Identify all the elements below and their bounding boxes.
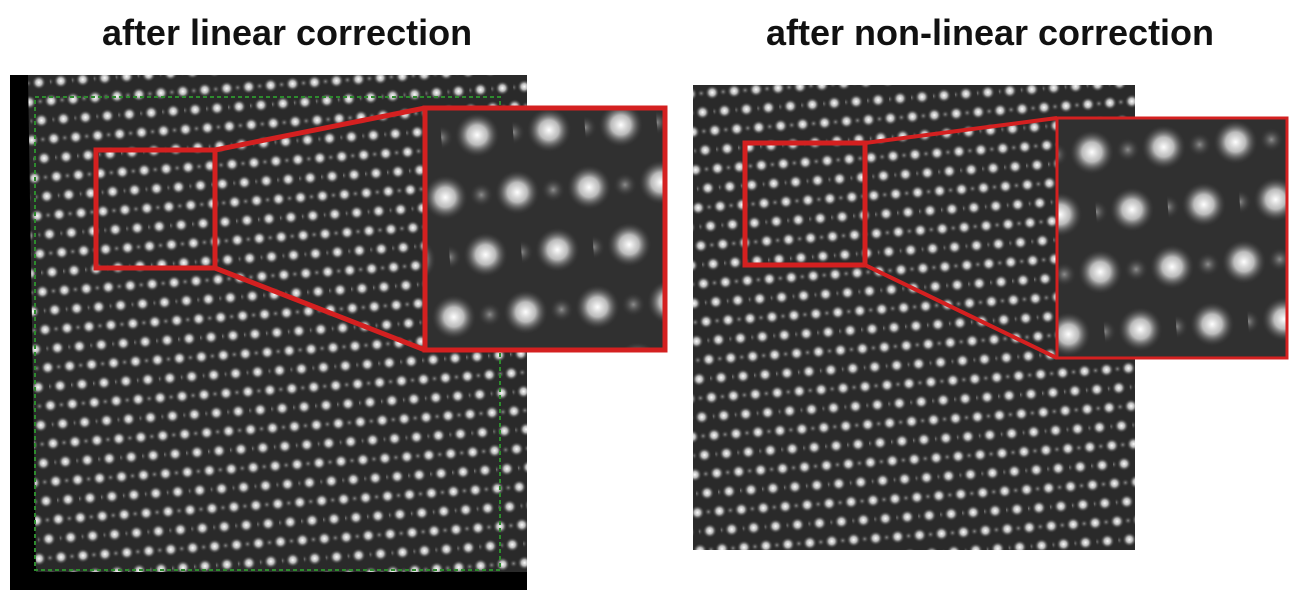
right-image bbox=[693, 85, 1287, 550]
panel-title: after linear correction bbox=[102, 12, 472, 53]
panel-title: after non-linear correction bbox=[766, 12, 1214, 53]
figure: after linear correction after non-linear… bbox=[0, 0, 1289, 590]
left-image bbox=[10, 75, 665, 590]
